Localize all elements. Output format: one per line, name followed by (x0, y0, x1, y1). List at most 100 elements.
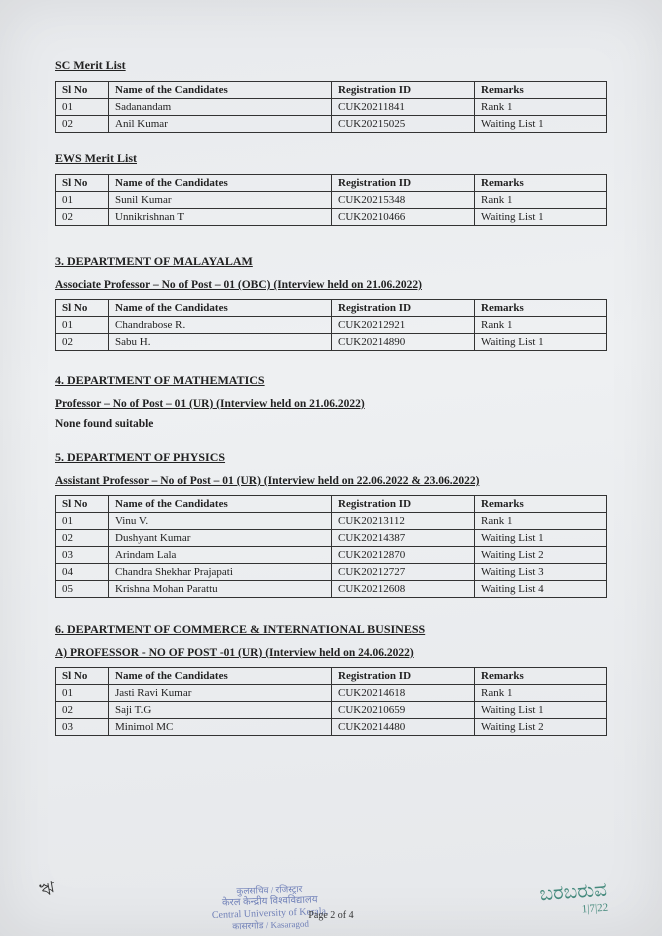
cell-reg: CUK20212727 (332, 564, 475, 581)
th-name: Name of the Candidates (109, 300, 332, 317)
cell-reg: CUK20214480 (332, 719, 475, 736)
table-header-row: Sl No Name of the Candidates Registratio… (56, 496, 607, 513)
cell-sl: 04 (56, 564, 109, 581)
document-page: SC Merit List Sl No Name of the Candidat… (0, 0, 662, 936)
cell-sl: 02 (56, 116, 109, 133)
signature: ಬರಬರುವ 1|7|22 (538, 879, 608, 919)
registrar-stamp: कुलसचिव / रजिस्ट्रार केरल केन्द्रीय विश्… (179, 882, 360, 934)
cell-rem: Waiting List 1 (475, 334, 607, 351)
ews-table: Sl No Name of the Candidates Registratio… (55, 174, 607, 226)
sc-table: Sl No Name of the Candidates Registratio… (55, 81, 607, 133)
cell-reg: CUK20214618 (332, 685, 475, 702)
th-slno: Sl No (56, 668, 109, 685)
cell-rem: Rank 1 (475, 99, 607, 116)
cell-rem: Waiting List 2 (475, 547, 607, 564)
th-reg: Registration ID (332, 300, 475, 317)
cell-rem: Waiting List 4 (475, 581, 607, 598)
th-rem: Remarks (475, 82, 607, 99)
th-rem: Remarks (475, 496, 607, 513)
table-row: 02 Anil Kumar CUK20215025 Waiting List 1 (56, 116, 607, 133)
cell-reg: CUK20214890 (332, 334, 475, 351)
cell-rem: Rank 1 (475, 317, 607, 334)
th-rem: Remarks (475, 175, 607, 192)
malayalam-table: Sl No Name of the Candidates Registratio… (55, 299, 607, 351)
cell-rem: Waiting List 1 (475, 116, 607, 133)
cell-sl: 01 (56, 685, 109, 702)
cell-sl: 01 (56, 99, 109, 116)
cell-name: Minimol MC (109, 719, 332, 736)
cell-name: Sunil Kumar (109, 192, 332, 209)
th-slno: Sl No (56, 496, 109, 513)
th-slno: Sl No (56, 82, 109, 99)
cell-name: Chandra Shekhar Prajapati (109, 564, 332, 581)
handwritten-mark-icon: ঋ (37, 874, 57, 907)
table-row: 01 Vinu V. CUK20213112 Rank 1 (56, 513, 607, 530)
page-number: Page 2 of 4 (308, 910, 353, 921)
cell-name: Unnikrishnan T (109, 209, 332, 226)
cell-sl: 02 (56, 209, 109, 226)
commerce-table: Sl No Name of the Candidates Registratio… (55, 667, 607, 736)
cell-sl: 01 (56, 513, 109, 530)
table-row: 03 Arindam Lala CUK20212870 Waiting List… (56, 547, 607, 564)
cell-rem: Rank 1 (475, 513, 607, 530)
cell-sl: 02 (56, 530, 109, 547)
cell-sl: 03 (56, 719, 109, 736)
malayalam-title: 3. DEPARTMENT OF MALAYALAM (55, 254, 607, 269)
sc-title: SC Merit List (55, 58, 607, 73)
cell-reg: CUK20210659 (332, 702, 475, 719)
table-row: 02 Saji T.G CUK20210659 Waiting List 1 (56, 702, 607, 719)
cell-rem: Rank 1 (475, 685, 607, 702)
mathematics-subtitle: Professor – No of Post – 01 (UR) (Interv… (55, 398, 607, 410)
cell-reg: CUK20215025 (332, 116, 475, 133)
th-slno: Sl No (56, 300, 109, 317)
table-row: 01 Sunil Kumar CUK20215348 Rank 1 (56, 192, 607, 209)
cell-reg: CUK20211841 (332, 99, 475, 116)
cell-name: Dushyant Kumar (109, 530, 332, 547)
ews-title: EWS Merit List (55, 151, 607, 166)
cell-reg: CUK20214387 (332, 530, 475, 547)
cell-rem: Waiting List 3 (475, 564, 607, 581)
malayalam-subtitle: Associate Professor – No of Post – 01 (O… (55, 279, 607, 291)
cell-rem: Waiting List 1 (475, 702, 607, 719)
th-reg: Registration ID (332, 82, 475, 99)
th-reg: Registration ID (332, 175, 475, 192)
table-row: 05 Krishna Mohan Parattu CUK20212608 Wai… (56, 581, 607, 598)
cell-reg: CUK20212608 (332, 581, 475, 598)
physics-title: 5. DEPARTMENT OF PHYSICS (55, 450, 607, 465)
cell-reg: CUK20213112 (332, 513, 475, 530)
cell-reg: CUK20215348 (332, 192, 475, 209)
th-name: Name of the Candidates (109, 82, 332, 99)
table-row: 01 Chandrabose R. CUK20212921 Rank 1 (56, 317, 607, 334)
table-row: 02 Unnikrishnan T CUK20210466 Waiting Li… (56, 209, 607, 226)
mathematics-note: None found suitable (55, 418, 607, 430)
physics-subtitle: Assistant Professor – No of Post – 01 (U… (55, 475, 607, 487)
cell-sl: 05 (56, 581, 109, 598)
table-row: 02 Sabu H. CUK20214890 Waiting List 1 (56, 334, 607, 351)
cell-name: Arindam Lala (109, 547, 332, 564)
cell-sl: 03 (56, 547, 109, 564)
commerce-title: 6. DEPARTMENT OF COMMERCE & INTERNATIONA… (55, 622, 607, 637)
table-row: 01 Jasti Ravi Kumar CUK20214618 Rank 1 (56, 685, 607, 702)
cell-name: Krishna Mohan Parattu (109, 581, 332, 598)
table-row: 04 Chandra Shekhar Prajapati CUK20212727… (56, 564, 607, 581)
cell-name: Saji T.G (109, 702, 332, 719)
commerce-subtitle: A) PROFESSOR - NO OF POST -01 (UR) (Inte… (55, 647, 607, 659)
table-header-row: Sl No Name of the Candidates Registratio… (56, 175, 607, 192)
cell-rem: Rank 1 (475, 192, 607, 209)
table-header-row: Sl No Name of the Candidates Registratio… (56, 300, 607, 317)
cell-reg: CUK20210466 (332, 209, 475, 226)
th-reg: Registration ID (332, 668, 475, 685)
cell-name: Sabu H. (109, 334, 332, 351)
cell-sl: 01 (56, 192, 109, 209)
table-row: 03 Minimol MC CUK20214480 Waiting List 2 (56, 719, 607, 736)
table-header-row: Sl No Name of the Candidates Registratio… (56, 668, 607, 685)
table-row: 01 Sadanandam CUK20211841 Rank 1 (56, 99, 607, 116)
cell-sl: 02 (56, 702, 109, 719)
mathematics-title: 4. DEPARTMENT OF MATHEMATICS (55, 373, 607, 388)
th-name: Name of the Candidates (109, 496, 332, 513)
physics-table: Sl No Name of the Candidates Registratio… (55, 495, 607, 598)
th-reg: Registration ID (332, 496, 475, 513)
cell-name: Chandrabose R. (109, 317, 332, 334)
table-row: 02 Dushyant Kumar CUK20214387 Waiting Li… (56, 530, 607, 547)
table-header-row: Sl No Name of the Candidates Registratio… (56, 82, 607, 99)
